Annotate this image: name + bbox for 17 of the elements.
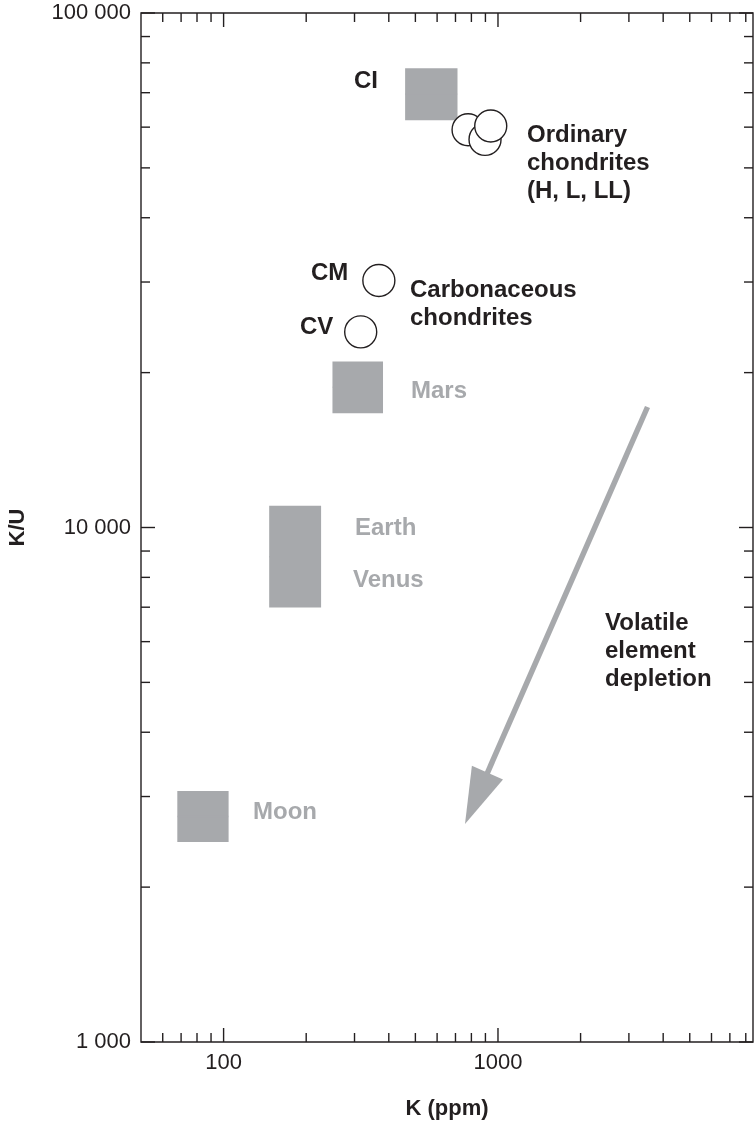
x-axis-title: K (ppm)	[405, 1094, 489, 1120]
x-tick-label: 1000	[473, 1049, 523, 1075]
annotation: CM	[311, 257, 349, 285]
annotation: Carbonaceous chondrites	[409, 275, 577, 331]
annotation: Venus	[353, 564, 424, 592]
y-tick-label: 1 000	[75, 1028, 131, 1054]
annotation: CI	[353, 65, 378, 93]
annotation: Moon	[253, 796, 317, 824]
y-axis-title: K/U	[4, 508, 30, 547]
y-tick-label: 10 000	[63, 513, 131, 539]
annotation: Mars	[411, 375, 468, 403]
x-tick-label: 100	[205, 1049, 242, 1075]
annotation: Volatile element depletion	[605, 607, 712, 691]
annotation: Earth	[355, 512, 417, 540]
y-tick-label: 100 000	[51, 0, 131, 25]
annotation: CV	[300, 311, 334, 339]
annotation: Ordinary chondrites (H, L, LL)	[526, 120, 650, 204]
